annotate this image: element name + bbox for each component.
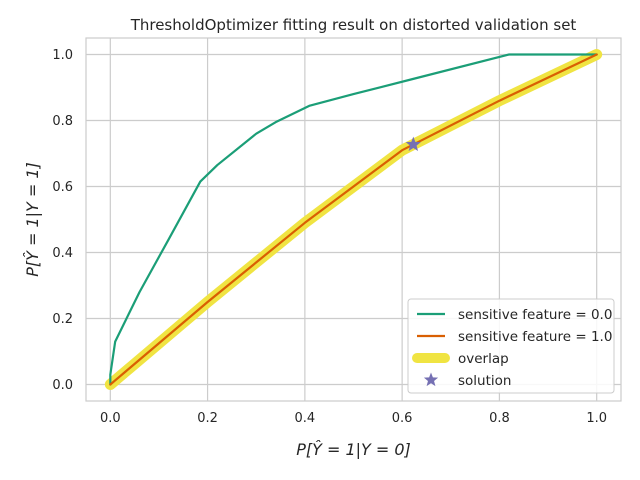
y-tick-label: 0.0 (52, 378, 73, 393)
plot-frame (85, 37, 622, 402)
y-axis-label: P[Ŷ = 1|Y = 1] (23, 162, 42, 277)
solution-point (405, 136, 421, 152)
legend-label-sensitive-feature-0-0: sensitive feature = 0.0 (458, 307, 612, 323)
legend-label-sensitive-feature-1-0: sensitive feature = 1.0 (458, 329, 612, 345)
y-tick-label: 0.2 (52, 312, 73, 327)
y-tick-label: 0.8 (52, 114, 73, 129)
legend-marker-solution (423, 372, 439, 387)
series-line-sensitive-feature-1-0 (109, 53, 598, 386)
x-tick-label: 0.8 (489, 411, 510, 426)
x-tick-label: 0.2 (197, 411, 218, 426)
x-tick-label: 0.4 (295, 411, 316, 426)
legend-label-solution: solution (458, 373, 511, 389)
x-tick-label: 0.6 (392, 411, 413, 426)
y-tick-label: 1.0 (52, 48, 73, 63)
legend: sensitive feature = 0.0 sensitive feature… (407, 298, 615, 394)
chart-title: ThresholdOptimizer fitting result on dis… (130, 16, 577, 34)
x-tick-labels: 0.0 0.2 0.4 0.6 0.8 1.0 (100, 411, 607, 426)
x-tick-label: 1.0 (586, 411, 607, 426)
legend-label-overlap: overlap (458, 351, 509, 367)
y-tick-labels: 0.0 0.2 0.4 0.6 0.8 1.0 (52, 48, 73, 393)
y-tick-label: 0.4 (52, 246, 73, 261)
x-axis-label: P[Ŷ = 1|Y = 0] (296, 440, 411, 459)
legend-box (407, 298, 615, 394)
series-layer (104, 49, 603, 390)
y-tick-label: 0.6 (52, 180, 73, 195)
series-line-sensitive-feature-0-0 (109, 53, 598, 386)
x-tick-label: 0.0 (100, 411, 121, 426)
